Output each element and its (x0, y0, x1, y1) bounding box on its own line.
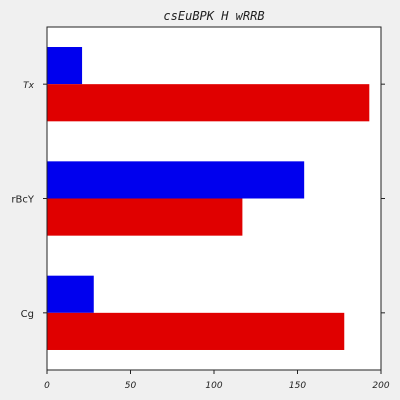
x-axis-ticks: 0 50 100 150 200 (44, 370, 390, 391)
bar-tx-series-1 (47, 47, 83, 85)
x-tick-label-100: 100 (205, 381, 222, 391)
bar-cg-series-2 (47, 312, 345, 350)
bar-rbcy-series-2 (47, 198, 243, 236)
bar-cg-series-1 (47, 275, 94, 313)
y-tick-label-rbcy: rBcY (11, 195, 34, 206)
x-tick-label-50: 50 (125, 381, 137, 391)
y-axis-ticks: Tx rBcY Cg (11, 81, 385, 320)
bar-tx-series-2 (47, 84, 370, 122)
x-tick-label-0: 0 (44, 381, 50, 391)
x-tick-label-200: 200 (372, 381, 389, 391)
chart-title: csEuBPK H wRRB (163, 9, 264, 23)
bar-rbcy-series-1 (47, 161, 305, 199)
x-tick-label-150: 150 (289, 381, 306, 391)
bars-group (47, 47, 370, 350)
y-tick-label-cg: Cg (21, 309, 34, 320)
y-tick-label-tx: Tx (23, 81, 34, 91)
